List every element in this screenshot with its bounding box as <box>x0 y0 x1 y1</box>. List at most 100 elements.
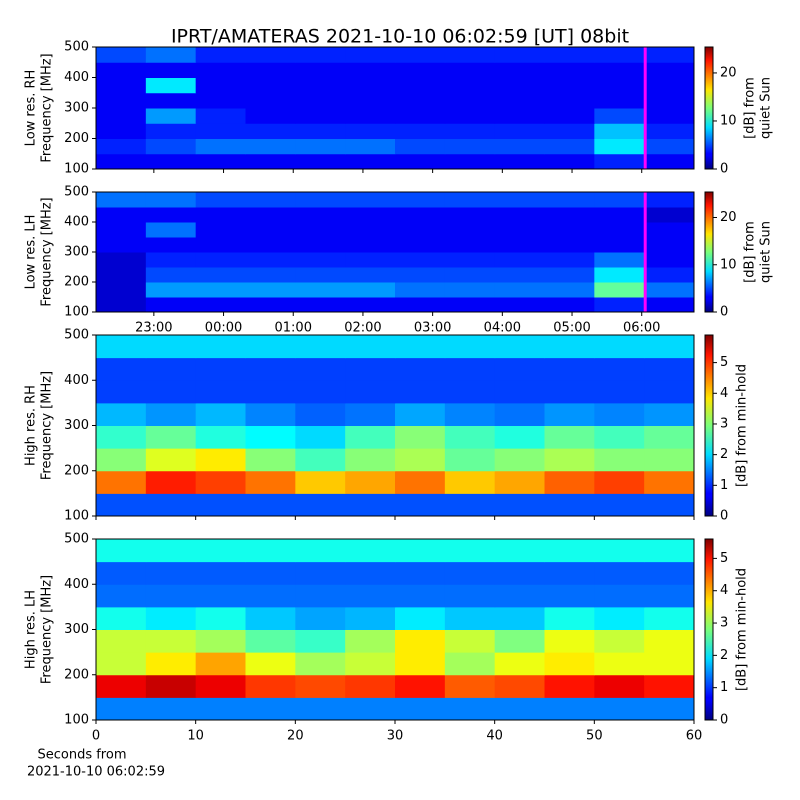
heatmap-cell <box>195 138 246 155</box>
heatmap-cell <box>494 335 545 359</box>
heatmap-cell <box>295 237 346 253</box>
heatmap-cell <box>395 108 446 124</box>
heatmap-cell <box>345 697 396 721</box>
heatmap-cell <box>345 425 396 449</box>
heatmap-cell <box>96 539 147 563</box>
heatmap-cell <box>245 153 296 170</box>
heatmap-cell <box>544 335 595 359</box>
heatmap-cell <box>145 62 197 78</box>
y-axis-label: High res. RH <box>24 385 39 466</box>
heatmap-cell <box>395 652 446 676</box>
heatmap-cell <box>444 425 496 449</box>
heatmap-cell <box>444 697 496 721</box>
heatmap-cell <box>494 425 545 449</box>
heatmap-cell <box>145 282 197 298</box>
x-tick-label: 60 <box>686 729 703 744</box>
heatmap-cell <box>345 297 396 313</box>
heatmap-cell <box>444 123 496 139</box>
heatmap-cell <box>644 282 695 298</box>
heatmap-cell <box>444 252 496 268</box>
heatmap-cell <box>195 470 246 494</box>
heatmap-cell <box>594 335 645 359</box>
heatmap-cell <box>195 77 246 94</box>
heatmap-cell <box>494 47 545 63</box>
heatmap-cell <box>644 425 695 449</box>
heatmap-cell <box>96 77 147 94</box>
heatmap-cell <box>594 629 645 653</box>
y-axis-label: Frequency [MHz] <box>40 53 55 162</box>
heatmap-cell <box>395 425 446 449</box>
heatmap-cell <box>444 207 496 223</box>
heatmap-cell <box>494 237 545 253</box>
heatmap-cell <box>395 47 446 63</box>
heatmap-cell <box>195 697 246 721</box>
heatmap-cell <box>544 47 595 63</box>
heatmap-cell <box>594 207 645 223</box>
colorbar-tick-label: 4 <box>720 583 728 598</box>
heatmap-cell <box>644 448 695 472</box>
y-tick-label: 100 <box>64 305 89 320</box>
heatmap-cell <box>295 138 346 155</box>
heatmap-cell <box>195 652 246 676</box>
y-axis-label: Frequency [MHz] <box>40 575 55 684</box>
heatmap-cell <box>295 561 346 585</box>
heatmap-cell <box>444 282 496 298</box>
y-tick-label: 300 <box>64 245 89 260</box>
heatmap-cell <box>96 561 147 585</box>
y-tick-label: 300 <box>64 622 89 637</box>
heatmap-cell <box>145 470 197 494</box>
heatmap-cell <box>494 77 545 94</box>
heatmap-cell <box>96 402 147 426</box>
heatmap-cell <box>494 138 545 155</box>
heatmap-cell <box>444 380 496 404</box>
heatmap-cell <box>145 402 197 426</box>
heatmap-cell <box>195 282 246 298</box>
heatmap-cell <box>494 282 545 298</box>
heatmap-cell <box>594 138 645 155</box>
heatmap-cell <box>494 652 545 676</box>
heatmap-cell <box>295 470 346 494</box>
heatmap-cell <box>544 470 595 494</box>
heatmap-cell <box>544 448 595 472</box>
heatmap-cell <box>96 584 147 608</box>
heatmap-cell <box>644 470 695 494</box>
heatmap-cell <box>395 380 446 404</box>
heatmap-cell <box>395 222 446 238</box>
heatmap-cell <box>594 652 645 676</box>
colorbar-tick-label: 0 <box>720 162 728 177</box>
heatmap-cell <box>145 697 197 721</box>
heatmap-cell <box>96 123 147 139</box>
heatmap-cell <box>145 539 197 563</box>
heatmap-cell <box>245 297 296 313</box>
colorbar-tick-label: 10 <box>720 257 737 272</box>
heatmap-cell <box>444 448 496 472</box>
y-tick-label: 100 <box>64 509 89 524</box>
heatmap-cell <box>96 153 147 170</box>
heatmap-cell <box>395 697 446 721</box>
heatmap-cell <box>345 539 396 563</box>
heatmap-cell <box>644 108 695 124</box>
heatmap-cell <box>245 207 296 223</box>
heatmap-cell <box>494 108 545 124</box>
heatmap-cell <box>444 584 496 608</box>
heatmap-cell <box>245 108 296 124</box>
colorbar-tick-label: 0 <box>720 713 728 728</box>
heatmap-cell <box>345 123 396 139</box>
heatmap-cell <box>494 357 545 381</box>
heatmap-cell <box>644 222 695 238</box>
heatmap-cell <box>444 267 496 283</box>
heatmap-cell <box>245 92 296 109</box>
heatmap-cell <box>395 207 446 223</box>
heatmap-cell <box>145 47 197 63</box>
heatmap-cell <box>544 138 595 155</box>
heatmap-cell <box>444 92 496 109</box>
heatmap-cell <box>644 47 695 63</box>
colorbar-tick-label: 0 <box>720 305 728 320</box>
y-tick-label: 400 <box>64 215 89 230</box>
y-tick-label: 200 <box>64 275 89 290</box>
heatmap-cell <box>494 561 545 585</box>
heatmap-cell <box>444 629 496 653</box>
heatmap-cell <box>494 123 545 139</box>
heatmap-cell <box>395 138 446 155</box>
